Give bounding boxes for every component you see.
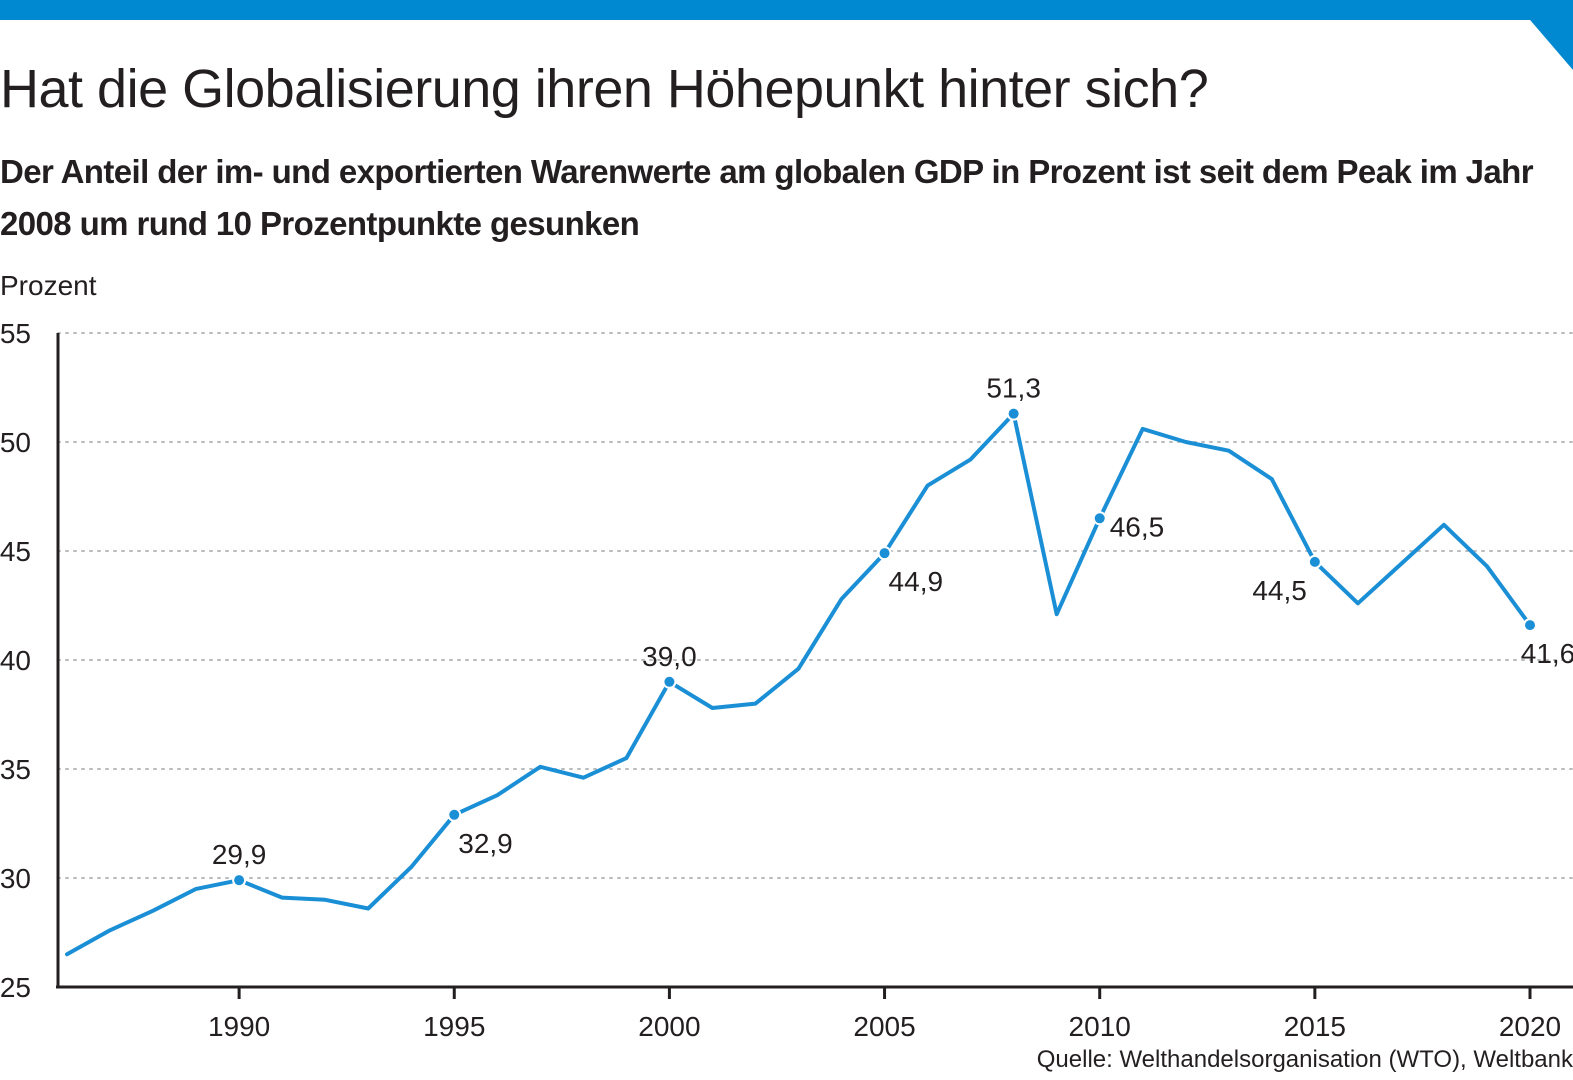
data-label-2020: 41,6 (1521, 638, 1573, 669)
data-label-2000: 39,0 (642, 641, 697, 672)
data-point-2008 (1008, 408, 1019, 419)
data-label-2008: 51,3 (986, 373, 1041, 404)
top-accent-bar (0, 0, 1573, 20)
chart-subtitle: Der Anteil der im- und exportierten Ware… (0, 153, 1534, 242)
data-point-2000 (664, 676, 675, 687)
y-tick-label-30: 30 (0, 863, 31, 894)
x-tick-label-2010: 2010 (1069, 1011, 1131, 1042)
chart-title: Hat die Globalisierung ihren Höhepunkt h… (0, 59, 1209, 119)
data-point-1990 (234, 875, 245, 886)
data-point-2020 (1525, 620, 1535, 631)
corner-accent (1513, 0, 1573, 70)
x-tick-label-1990: 1990 (208, 1011, 270, 1042)
y-tick-label-50: 50 (0, 427, 31, 458)
data-label-1995: 32,9 (458, 828, 513, 859)
y-axis-unit-label: Prozent (0, 270, 97, 301)
x-tick-label-1995: 1995 (423, 1011, 485, 1042)
data-point-1995 (449, 809, 460, 820)
data-label-2010: 46,5 (1110, 511, 1165, 542)
data-point-2005 (879, 548, 890, 559)
source-note: Quelle: Welthandelsorganisation (WTO), W… (1036, 1046, 1573, 1073)
x-tick-label-2000: 2000 (638, 1011, 700, 1042)
data-label-2015: 44,5 (1252, 575, 1307, 606)
x-tick-label-2020: 2020 (1499, 1011, 1561, 1042)
y-tick-label-25: 25 (0, 972, 31, 1003)
data-label-1990: 29,9 (212, 839, 267, 870)
y-tick-label-55: 55 (0, 318, 31, 349)
y-tick-label-40: 40 (0, 645, 31, 676)
data-point-2010 (1094, 513, 1105, 524)
x-tick-label-2015: 2015 (1284, 1011, 1346, 1042)
series-line-0 (65, 411, 1532, 957)
data-label-2005: 44,9 (889, 566, 944, 597)
data-point-2015 (1309, 556, 1320, 567)
y-tick-label-45: 45 (0, 536, 31, 567)
x-tick-label-2005: 2005 (853, 1011, 915, 1042)
y-tick-label-35: 35 (0, 754, 31, 785)
